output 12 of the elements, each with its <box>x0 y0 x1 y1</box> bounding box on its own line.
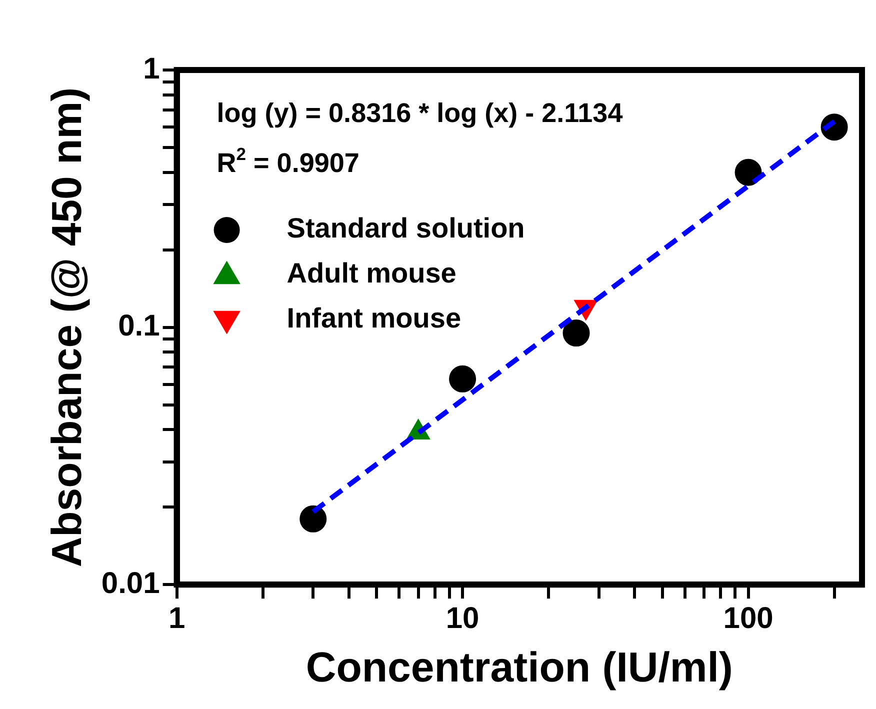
legend-label: Infant mouse <box>286 302 462 334</box>
legend-label: Adult mouse <box>286 258 456 289</box>
y-tick-label: 0.01 <box>101 566 160 600</box>
annotation: log (y) = 0.8316 * log (x) - 2.1134 <box>216 98 623 128</box>
x-tick-label: 10 <box>446 602 480 635</box>
x-tick-label: 1 <box>168 602 186 635</box>
y-tick-label: 0.1 <box>118 310 160 343</box>
x-tick-label: 100 <box>723 602 774 635</box>
legend-label: Standard solution <box>286 212 525 244</box>
y-axis-title: Absorbance (@ 450 nm) <box>42 87 90 568</box>
x-axis-title: Concentration (IU/ml) <box>306 643 733 690</box>
y-tick-label: 1 <box>143 52 160 86</box>
